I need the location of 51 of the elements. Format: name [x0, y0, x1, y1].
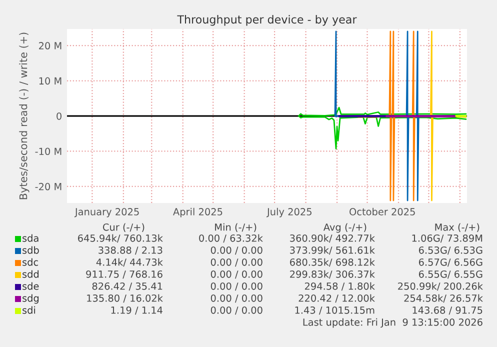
legend-label: sdg: [22, 294, 39, 304]
text: 911.75 / 768.16: [86, 270, 162, 279]
text: 135.80 / 16.02k: [87, 294, 163, 303]
text: 360.90k/ 492.77k: [290, 234, 375, 243]
text: Avg (-/+): [323, 223, 366, 233]
legend-label: sdb: [22, 246, 39, 254]
text: 254.58k/ 26.57k: [404, 294, 483, 303]
text: 0.00 / 0.00: [210, 294, 262, 303]
text: 299.83k/ 306.37k: [290, 270, 375, 279]
text: 6.55G/ 6.55G: [418, 270, 482, 279]
text: 4.14k/ 44.73k: [96, 258, 163, 267]
x-tick-label: July 2025: [266, 208, 312, 218]
text: 1.19 / 1.14: [111, 306, 162, 315]
x-tick-label: April 2025: [173, 208, 222, 218]
legend-label: sdc: [22, 258, 38, 266]
text: 1.43 / 1015.15m: [295, 306, 374, 315]
text: 0.00 / 0.00: [210, 246, 262, 255]
text: 645.94k/ 760.13k: [78, 234, 163, 243]
text: 143.68 / 91.75: [412, 306, 482, 315]
y-tick-label: 20 M: [39, 42, 62, 50]
text: 373.99k/ 561.61k: [290, 246, 375, 255]
chart-title: Throughput per device - by year: [177, 15, 357, 26]
text: 826.42 / 35.41: [92, 282, 162, 291]
text: 0.00 / 0.00: [210, 282, 262, 291]
text: 1.06G/ 73.89M: [412, 234, 482, 243]
text: Last update: Fri Jan 9 13:15:00 2026: [303, 318, 482, 328]
text: 680.35k/ 698.12k: [290, 258, 375, 267]
text: 0.00 / 63.32k: [199, 234, 263, 243]
y-tick-label: 0: [56, 112, 62, 120]
legend-label: sdd: [22, 270, 39, 278]
text: 338.88 / 2.13: [98, 246, 162, 255]
y-tick-label: -10 M: [35, 148, 62, 156]
text: 6.53G/ 6.53G: [418, 246, 482, 255]
legend-label: sda: [22, 234, 38, 242]
text: 220.42 / 12.00k: [298, 294, 375, 303]
y-tick-label: 10 M: [39, 77, 62, 85]
text: 250.99k/ 200.26k: [398, 282, 483, 291]
text: Cur (-/+): [102, 223, 144, 232]
y-axis-title: Bytes/second read (-) / write (+): [19, 32, 30, 200]
legend-label: sde: [22, 282, 39, 290]
text: 294.58 / 1.80k: [304, 282, 375, 291]
y-tick-label: -20 M: [35, 182, 62, 190]
text: 6.57G/ 6.56G: [418, 258, 482, 267]
text: 0.00 / 0.00: [210, 270, 262, 279]
x-tick-label: January 2025: [74, 208, 139, 218]
text: Min (-/+): [215, 223, 256, 232]
text: 0.00 / 0.00: [210, 258, 262, 267]
text: 0.00 / 0.00: [210, 306, 262, 315]
x-tick-label: October 2025: [350, 208, 415, 216]
text: Max (-/+): [435, 223, 480, 232]
legend-label: sdi: [22, 306, 36, 314]
